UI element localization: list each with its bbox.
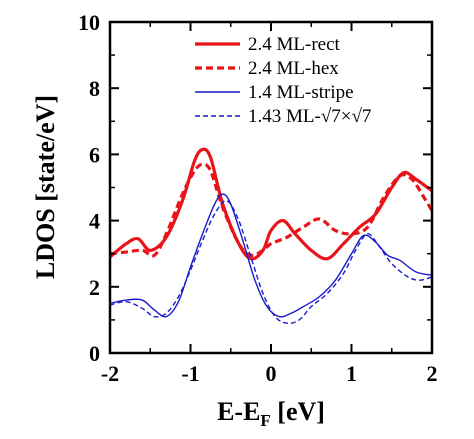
ticks-layer: -2 -1 0 1 2 0 2 4 6 8 10 <box>78 10 438 386</box>
legend-label-3: 1.4 ML-stripe <box>248 82 354 103</box>
x-tick-label: 2 <box>427 361 438 386</box>
y-tick-label: 4 <box>89 209 100 234</box>
legend-label-4: 1.43 ML-√7×√7 <box>248 106 371 127</box>
x-axis-label-main: E-E <box>217 397 260 426</box>
legend-label-1: 2.4 ML-rect <box>248 34 341 55</box>
y-tick-label: 6 <box>89 142 100 167</box>
series-line-4 <box>109 200 433 325</box>
series-line-2 <box>109 162 434 258</box>
x-axis-label: E-EF [eV] <box>217 397 325 430</box>
legend-label-2: 2.4 ML-hex <box>248 58 339 79</box>
x-tick-label: 1 <box>346 361 357 386</box>
y-tick-label: 2 <box>89 275 100 300</box>
x-tick-label: -2 <box>101 361 119 386</box>
y-tick-label: 8 <box>89 76 100 101</box>
x-axis-label-unit: [eV] <box>271 397 325 426</box>
legend: 2.4 ML-rect 2.4 ML-hex 1.4 ML-stripe 1.43 M… <box>195 34 371 127</box>
x-tick-label: 0 <box>266 361 277 386</box>
x-axis-label-subscript: F <box>260 411 270 430</box>
series-layer <box>108 147 434 325</box>
y-axis-label: LDOS [state/eV] <box>31 95 60 279</box>
x-tick-label: -1 <box>181 361 199 386</box>
y-tick-label: 10 <box>78 10 100 35</box>
series-line-1 <box>108 147 433 261</box>
series-line-3 <box>109 193 433 318</box>
y-tick-label: 0 <box>89 341 100 366</box>
